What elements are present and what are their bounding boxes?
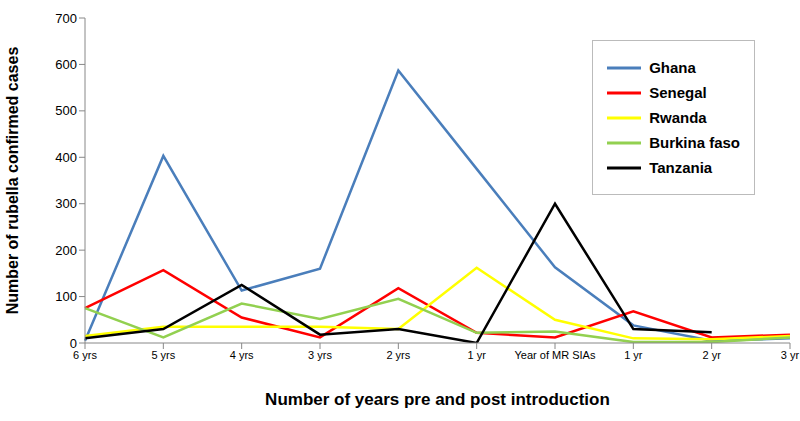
svg-text:Number of years pre and post i: Number of years pre and post introductio… (265, 390, 610, 409)
svg-text:2 yrs: 2 yrs (386, 349, 410, 361)
html-text:Rwanda: Rwanda (649, 109, 707, 126)
svg-text:Number of rubella confirmed ca: Number of rubella confirmed cases (8, 47, 21, 315)
svg-text:1 yr: 1 yr (624, 349, 643, 361)
svg-text:500: 500 (55, 103, 77, 118)
svg-text:300: 300 (55, 196, 77, 211)
svg-text:2 yr: 2 yr (702, 349, 721, 361)
svg-text:6 yrs: 6 yrs (73, 348, 97, 361)
svg-text:3 yr: 3 yr (781, 349, 792, 361)
svg-text:100: 100 (55, 289, 77, 304)
svg-text:600: 600 (55, 57, 77, 72)
svg-text:1 yr: 1 yr (467, 349, 486, 361)
svg-text:400: 400 (55, 150, 77, 165)
html-text:Burkina faso: Burkina faso (649, 134, 740, 151)
html-text:Senegal: Senegal (649, 84, 707, 101)
svg-text:Year of MR SIAs: Year of MR SIAs (515, 349, 596, 361)
html-text:Tanzania: Tanzania (649, 159, 713, 176)
svg-text:4 yrs: 4 yrs (230, 349, 254, 361)
svg-text:700: 700 (55, 11, 77, 26)
svg-text:3 yrs: 3 yrs (308, 349, 332, 361)
svg-text:200: 200 (55, 243, 77, 258)
svg-text:0: 0 (70, 336, 77, 351)
html-text:Ghana: Ghana (649, 59, 696, 76)
svg-text:5 yrs: 5 yrs (151, 349, 175, 361)
